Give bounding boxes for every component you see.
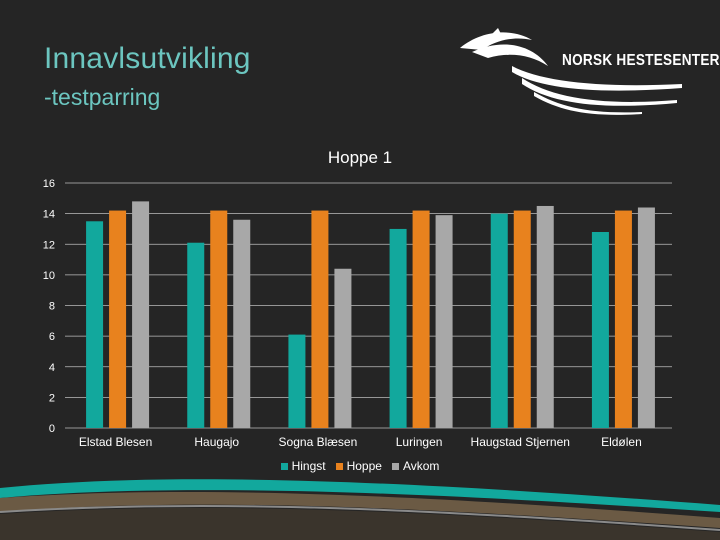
legend-item-avkom: Avkom [391,459,440,473]
y-tick-label: 0 [49,423,55,435]
y-tick-label: 10 [43,270,55,282]
bar-hoppe [311,210,329,428]
bar-hoppe [412,210,430,428]
legend-swatch-hingst [280,462,288,470]
y-tick-label: 14 [43,209,55,221]
chart-title: Hoppe 1 [327,148,393,167]
legend-label-hoppe: Hoppe [346,459,382,473]
horse-swoosh-icon [460,28,682,115]
x-category-label: Haugajo [194,435,239,449]
x-category-label: Elstad Blesen [79,435,152,449]
y-tick-label: 12 [43,239,55,251]
bar-avkom [637,207,655,428]
bar-hoppe [109,210,127,428]
legend-swatch-hoppe [335,462,343,470]
legend-label-hingst: Hingst [291,459,326,473]
bar-hingst [86,221,104,428]
chart-legend: Hingst Hoppe Avkom [0,459,720,473]
logo-text: NORSK HESTESENTER [562,52,720,69]
bar-hoppe [614,210,632,428]
bar-hingst [288,334,306,428]
legend-swatch-avkom [391,462,399,470]
bar-hingst [490,213,508,428]
bar-avkom [334,268,352,428]
x-category-label: Sogna Blæsen [279,435,358,449]
y-tick-label: 16 [43,178,55,190]
legend-item-hingst: Hingst [280,459,326,473]
bar-hingst [591,232,609,428]
bar-avkom [233,219,251,428]
y-tick-label: 6 [49,331,55,343]
norsk-hestesenter-logo: NORSK HESTESENTER [452,26,719,116]
slide-title: Innavlsutvikling [44,42,251,75]
y-tick-label: 8 [49,301,55,313]
y-tick-label: 2 [49,392,55,404]
bar-avkom [435,215,453,428]
bar-hingst [389,228,407,428]
bar-hoppe [513,210,531,428]
bar-hingst [187,242,205,428]
slide-subtitle: -testparring [44,84,161,110]
x-category-label: Eldølen [601,435,642,449]
x-category-label: Luringen [396,435,443,449]
bar-hoppe [210,210,228,428]
bar-avkom [536,205,554,428]
legend-label-avkom: Avkom [402,459,440,473]
bar-avkom [132,201,150,428]
x-category-label: Haugstad Stjernen [471,435,570,449]
legend-item-hoppe: Hoppe [335,459,382,473]
y-tick-label: 4 [49,362,55,374]
